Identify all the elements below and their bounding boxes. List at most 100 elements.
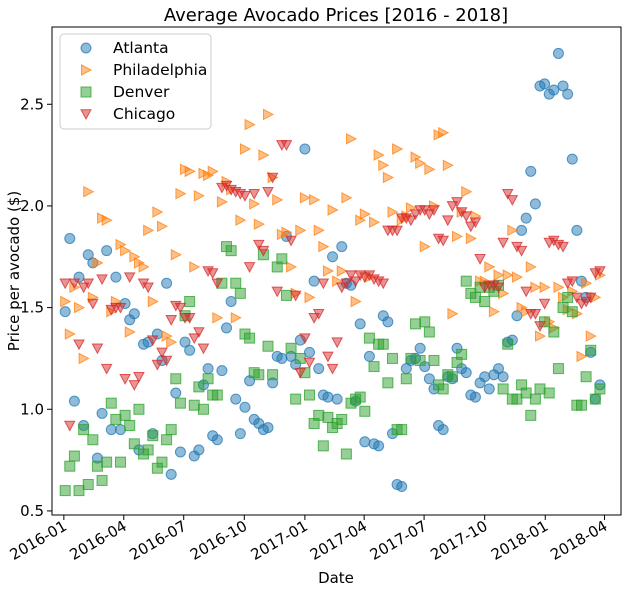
legend-box bbox=[59, 33, 212, 130]
legend-marker bbox=[80, 42, 92, 54]
point-chicago bbox=[100, 363, 113, 375]
point-philadelphia bbox=[235, 214, 247, 226]
y-tick-label: 1.0 bbox=[20, 400, 44, 418]
point-philadelphia bbox=[392, 143, 404, 155]
point-chicago bbox=[594, 266, 606, 278]
point-denver bbox=[78, 424, 90, 436]
point-atlanta bbox=[313, 363, 325, 375]
point-chicago bbox=[206, 268, 219, 280]
point-chicago bbox=[96, 274, 108, 286]
point-atlanta bbox=[179, 336, 191, 348]
point-denver bbox=[400, 373, 412, 385]
point-chicago bbox=[285, 235, 297, 247]
point-chicago bbox=[128, 380, 141, 391]
point-atlanta bbox=[230, 393, 242, 405]
point-atlanta bbox=[483, 383, 495, 395]
point-denver bbox=[396, 424, 408, 436]
point-chicago bbox=[538, 298, 551, 310]
point-philadelphia bbox=[576, 350, 588, 363]
point-philadelphia bbox=[350, 295, 362, 308]
point-chicago bbox=[86, 298, 99, 310]
point-chicago bbox=[391, 225, 403, 237]
point-denver bbox=[479, 296, 491, 307]
point-denver bbox=[566, 306, 578, 318]
point-philadelphia bbox=[309, 194, 321, 206]
point-denver bbox=[386, 352, 398, 364]
point-denver bbox=[303, 389, 315, 401]
point-denver bbox=[290, 393, 302, 405]
y-tick-label: 2.5 bbox=[20, 95, 44, 113]
legend-label: Denver bbox=[113, 83, 170, 101]
point-atlanta bbox=[336, 241, 348, 253]
point-denver bbox=[174, 397, 186, 409]
point-chicago bbox=[317, 278, 330, 290]
point-philadelphia bbox=[313, 224, 325, 237]
point-atlanta bbox=[520, 212, 532, 224]
x-tick-label: 2016-07 bbox=[126, 517, 189, 564]
point-chicago bbox=[248, 188, 261, 200]
point-denver bbox=[124, 420, 136, 432]
point-philadelphia bbox=[327, 204, 339, 216]
point-denver bbox=[423, 326, 435, 338]
point-chicago bbox=[377, 278, 390, 290]
point-chicago bbox=[257, 245, 270, 257]
point-denver bbox=[557, 302, 569, 314]
point-denver bbox=[211, 389, 223, 401]
point-chicago bbox=[497, 237, 509, 249]
point-philadelphia bbox=[461, 185, 473, 198]
point-philadelphia bbox=[322, 265, 335, 277]
point-atlanta bbox=[225, 296, 237, 307]
point-denver bbox=[91, 460, 103, 472]
point-chicago bbox=[441, 215, 454, 227]
plot-frame bbox=[51, 26, 622, 516]
point-philadelphia bbox=[207, 165, 219, 178]
point-chicago bbox=[197, 343, 210, 355]
point-philadelphia bbox=[534, 330, 547, 342]
point-chicago bbox=[271, 286, 284, 298]
point-atlanta bbox=[479, 371, 491, 383]
point-chicago bbox=[520, 286, 533, 298]
point-atlanta bbox=[423, 373, 435, 385]
x-tick-label: 2017-10 bbox=[427, 517, 490, 564]
point-denver bbox=[267, 369, 279, 381]
point-denver bbox=[446, 371, 458, 383]
point-chicago bbox=[299, 333, 311, 345]
point-denver bbox=[594, 383, 606, 395]
point-denver bbox=[128, 438, 140, 450]
point-philadelphia bbox=[249, 198, 261, 210]
point-atlanta bbox=[276, 352, 288, 364]
legend-label: Philadelphia bbox=[113, 61, 207, 79]
point-atlanta bbox=[82, 249, 94, 261]
point-denver bbox=[114, 456, 126, 468]
point-atlanta bbox=[382, 316, 394, 328]
point-atlanta bbox=[571, 224, 583, 236]
point-chicago bbox=[156, 347, 168, 359]
point-denver bbox=[382, 377, 394, 389]
point-chicago bbox=[312, 308, 325, 320]
point-philadelphia bbox=[170, 248, 182, 261]
point-denver bbox=[585, 344, 597, 356]
series-denver bbox=[59, 241, 606, 497]
point-denver bbox=[548, 326, 560, 338]
series-chicago bbox=[59, 140, 606, 432]
point-philadelphia bbox=[143, 224, 155, 237]
point-denver bbox=[410, 318, 422, 330]
point-denver bbox=[280, 289, 292, 301]
point-denver bbox=[188, 399, 200, 411]
point-chicago bbox=[243, 262, 256, 273]
point-atlanta bbox=[202, 363, 214, 375]
point-chicago bbox=[515, 245, 528, 257]
point-atlanta bbox=[497, 371, 509, 383]
point-chicago bbox=[91, 343, 104, 355]
point-atlanta bbox=[396, 481, 408, 493]
point-philadelphia bbox=[184, 165, 196, 178]
point-chicago bbox=[193, 327, 205, 339]
point-philadelphia bbox=[216, 196, 228, 208]
point-atlanta bbox=[110, 271, 122, 283]
point-denver bbox=[184, 296, 196, 307]
point-chicago bbox=[469, 217, 482, 229]
point-chicago bbox=[151, 359, 164, 371]
y-axis-label: Price per avocado ($) bbox=[5, 191, 23, 351]
point-atlanta bbox=[566, 153, 578, 165]
point-atlanta bbox=[170, 387, 182, 399]
